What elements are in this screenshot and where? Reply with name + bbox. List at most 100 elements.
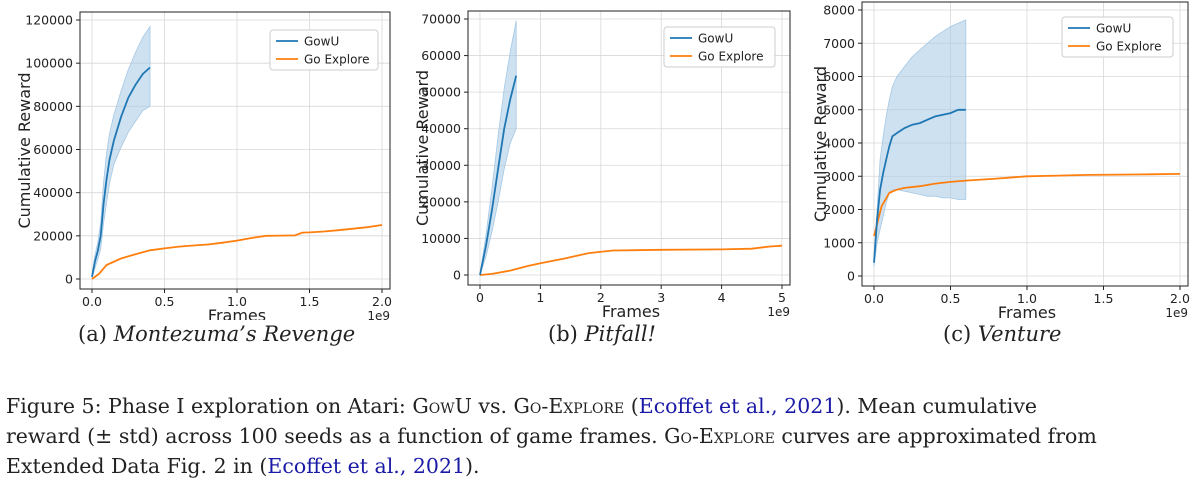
x-multiplier-label: 1e9 [767,305,790,319]
y-tick-label: 60000 [33,142,73,157]
y-axis-label: Cumulative Reward [413,70,432,226]
x-tick-label: 2.0 [372,294,392,309]
legend-label: Go Explore [698,50,763,64]
legend-label: GowU [698,32,733,46]
go-explore-series-line [91,224,383,280]
y-tick-label: 0 [847,269,855,284]
legend-box [269,29,379,71]
caption-line-2: reward (± std) across 100 seeds as a fun… [6,421,1196,451]
subcaption-a-name: Montezuma’s Revenge [113,322,356,346]
gowu-series-line [479,75,518,276]
y-tick-label: 20000 [33,228,73,243]
caption-go-explore: Go-Explore [664,424,775,448]
legend-label: Go Explore [1096,40,1161,54]
subcaption-b-label: (b) [548,322,578,346]
legend-box [663,26,776,68]
x-multiplier-label: 1e9 [367,309,390,320]
caption-text: reward (± std) across 100 seeds as a fun… [6,424,665,448]
citation-link[interactable]: Ecoffet et al., 2021 [267,454,466,478]
caption-line-3: Extended Data Fig. 2 in (Ecoffet et al.,… [6,451,1196,481]
chart-3: 0.0 0.5 1.0 1.5 2.0 0 1000 2000 3000 4000 5000 6000… [811,1,1190,320]
x-axis-label: Frames [602,302,660,320]
x-axis-label: Frames [998,303,1056,320]
y-tick-label: 40000 [421,121,461,136]
x-tick-label: 1.0 [227,294,247,309]
std-band [873,19,967,267]
y-tick-label: 0 [453,268,461,283]
subcaption-c: (c) Venture [943,322,1061,346]
x-tick-label: 2.0 [1170,291,1190,306]
y-tick-label: 6000 [823,69,855,84]
caption-gowu: GowU [412,394,472,418]
y-tick-label: 8000 [823,3,855,18]
y-tick-label: 10000 [421,231,461,246]
y-tick-label: 120000 [25,13,73,28]
chart-2: 0 1 2 3 4 5 0 10000 20000 30000 40000 50000 60000 700… [413,10,791,320]
y-tick-label: 7000 [823,36,855,51]
plot-frame [861,1,1189,287]
y-tick-label: 70000 [421,12,461,27]
go-explore-series-line [479,244,783,276]
caption-text: curves are approximated from [774,424,1097,448]
caption-text: ). Mean cumulative [836,394,1038,418]
caption-go-explore: Go-Explore [513,394,625,418]
y-tick-label: 100000 [25,56,73,71]
x-tick-label: 5 [778,290,786,305]
legend: GowU Go Explore [269,29,379,71]
legend-label: GowU [304,35,339,49]
y-tick-label: 1000 [823,235,855,250]
y-tick-label: 5000 [823,102,855,117]
caption-line-1: Figure 5: Phase I exploration on Atari: … [6,391,1196,421]
caption-text: ). [465,454,480,478]
gowu-series-line [873,108,966,263]
x-multiplier-label: 1e9 [1165,306,1188,320]
y-tick-label: 40000 [33,185,73,200]
caption-text: ( [624,394,639,418]
legend-box [1061,16,1174,58]
y-axis-label: Cumulative Reward [15,73,34,229]
x-tick-label: 1 [536,290,544,305]
legend: GowU Go Explore [663,26,776,68]
y-tick-label: 4000 [823,136,855,151]
y-tick-label: 60000 [421,48,461,63]
go-explore-series-line [873,173,1181,237]
x-tick-label: 2 [597,290,605,305]
x-tick-label: 4 [718,290,726,305]
chart-1: 0.0 0.5 1.0 1.5 2.0 0 20000 40000 60000 80000 1000… [15,11,392,320]
subcaption-c-label: (c) [943,322,972,346]
legend: GowU Go Explore [1061,16,1174,58]
x-tick-label: 0.5 [155,294,175,309]
figure-plots: 0.0 0.5 1.0 1.5 2.00200004000060000800001000… [15,1,1190,320]
caption-text: Extended Data Fig. 2 in ( [6,454,268,478]
plot-frame [467,10,791,286]
y-axis-label: Cumulative Reward [811,66,830,222]
subcaption-a: (a) Montezuma’s Revenge [78,322,355,346]
x-tick-label: 0 [476,290,484,305]
caption-text: vs. [471,394,514,418]
plot-frame [79,11,391,290]
x-tick-label: 0.0 [864,291,884,306]
x-tick-label: 1.5 [1094,291,1114,306]
x-tick-label: 3 [657,290,665,305]
x-tick-label: 1.0 [1017,291,1037,306]
citation-link[interactable]: Ecoffet et al., 2021 [638,394,837,418]
x-tick-label: 0.5 [941,291,961,306]
x-tick-label: 0.0 [82,294,102,309]
std-band [91,25,151,279]
legend-label: Go Explore [304,53,369,67]
legend-label: GowU [1096,22,1131,36]
y-tick-label: 2000 [823,202,855,217]
subcaption-c-name: Venture [977,322,1062,346]
caption-text: Figure 5: Phase I exploration on Atari: [6,394,413,418]
subcaption-b-name: Pitfall! [584,322,656,346]
subcaption-a-label: (a) [78,322,107,346]
std-band [479,20,517,276]
gowu-series-line [91,66,151,277]
x-axis-label: Frames [208,306,266,320]
y-tick-label: 0 [65,272,73,287]
y-tick-label: 3000 [823,169,855,184]
subcaption-b: (b) Pitfall! [548,322,656,346]
y-tick-label: 50000 [421,85,461,100]
x-tick-label: 1.5 [300,294,320,309]
figure-caption: Figure 5: Phase I exploration on Atari: … [6,391,1196,481]
